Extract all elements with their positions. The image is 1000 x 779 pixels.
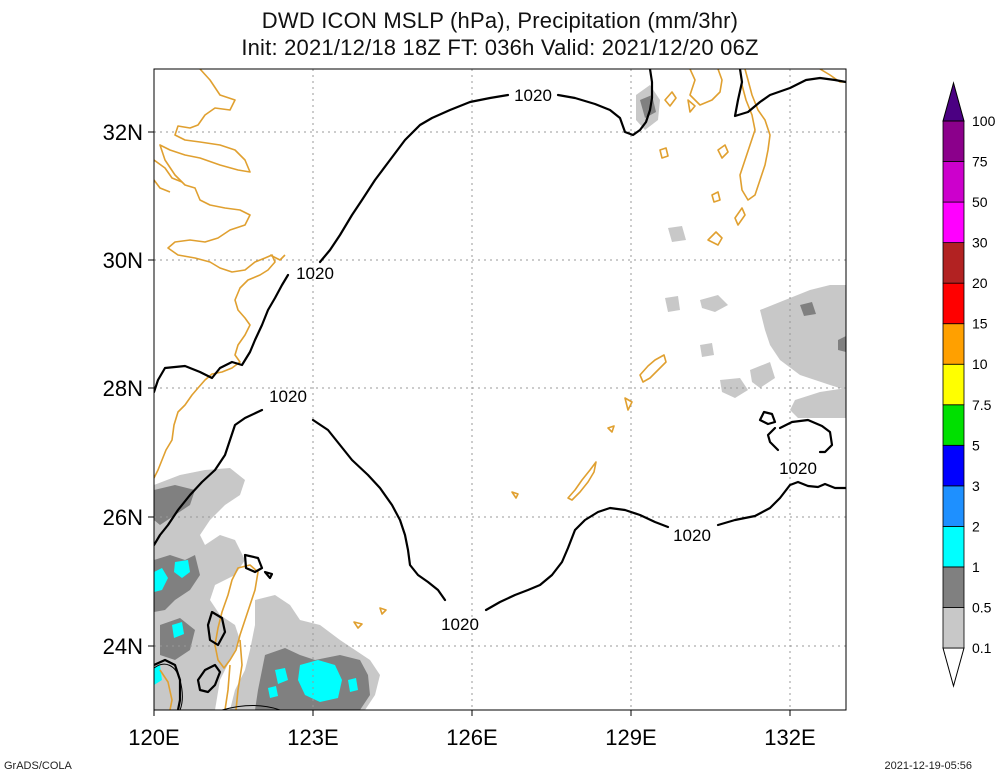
colorbar-swatch <box>942 161 965 203</box>
colorbar-label: 5 <box>972 437 980 453</box>
colorbar-label: 20 <box>972 275 988 291</box>
axis-ticks <box>148 131 791 716</box>
colorbar-swatch <box>942 282 965 325</box>
colorbar-over-triangle <box>942 81 965 122</box>
isobar-label: 1020 <box>673 526 711 545</box>
colorbar-label: 7.5 <box>972 397 992 413</box>
colorbar-swatch <box>942 607 965 649</box>
thin-outline <box>154 663 281 710</box>
colorbar-label: 50 <box>972 194 988 210</box>
lat-tick-label: 26N <box>103 505 143 530</box>
colorbar-under-triangle <box>942 647 965 688</box>
coastlines <box>154 69 846 710</box>
lat-tick-label: 24N <box>103 634 143 659</box>
precip-shading-1 <box>154 560 358 702</box>
colorbar-swatch <box>942 444 965 487</box>
isobar-label: 1020 <box>779 459 817 478</box>
colorbar-swatch <box>942 404 965 446</box>
lon-tick-label: 120E <box>128 725 179 750</box>
lon-tick-label: 123E <box>287 725 338 750</box>
precip-colorbar: 0.1 0.5 1 2 3 5 7.5 10 15 20 30 50 75 100 <box>942 81 996 688</box>
lon-tick-label: 129E <box>605 725 656 750</box>
colorbar-label: 3 <box>972 478 980 494</box>
lon-tick-label: 132E <box>764 725 815 750</box>
isobar-label: 1020 <box>514 86 552 105</box>
isobar-label: 1020 <box>296 264 334 283</box>
colorbar-label: 1 <box>972 559 980 575</box>
colorbar-label: 15 <box>972 316 988 332</box>
colorbar-label: 0.1 <box>972 640 992 656</box>
map-title-line1: DWD ICON MSLP (hPa), Precipitation (mm/3… <box>261 8 739 33</box>
map-title-line2: Init: 2021/12/18 18Z FT: 036h Valid: 202… <box>241 35 759 60</box>
map-plot-area: 1020 1020 1020 1020 1020 1020 <box>154 69 846 710</box>
colorbar-label: 75 <box>972 154 988 170</box>
map-frame <box>153 68 847 711</box>
precip-shading-0.5 <box>154 95 846 710</box>
lon-tick-label: 126E <box>446 725 497 750</box>
colorbar-label: 100 <box>972 113 996 129</box>
colorbar-swatch <box>942 485 965 527</box>
colorbar-swatch <box>942 242 965 284</box>
lat-tick-label: 30N <box>103 248 143 273</box>
isobar-labels: 1020 1020 1020 1020 1020 1020 <box>269 86 817 634</box>
colorbar-label: 30 <box>972 235 988 251</box>
footer-credit: GrADS/COLA <box>4 760 72 772</box>
colorbar-label: 2 <box>972 518 980 534</box>
isobar-label: 1020 <box>441 615 479 634</box>
colorbar-swatch <box>942 201 965 244</box>
footer-timestamp: 2021-12-19-05:56 <box>884 760 972 772</box>
isobar-label: 1020 <box>269 387 307 406</box>
colorbar-swatch <box>942 525 965 568</box>
lat-tick-label: 32N <box>103 120 143 145</box>
colorbar-swatch <box>942 566 965 608</box>
lat-tick-label: 28N <box>103 376 143 401</box>
colorbar-swatch <box>942 363 965 406</box>
colorbar-label: 0.5 <box>972 599 992 615</box>
isobars-1020 <box>154 69 846 710</box>
colorbar-swatch <box>942 120 965 162</box>
colorbar-swatch <box>942 323 965 365</box>
colorbar-label: 10 <box>972 356 988 372</box>
precip-shading-0.1 <box>154 85 846 710</box>
